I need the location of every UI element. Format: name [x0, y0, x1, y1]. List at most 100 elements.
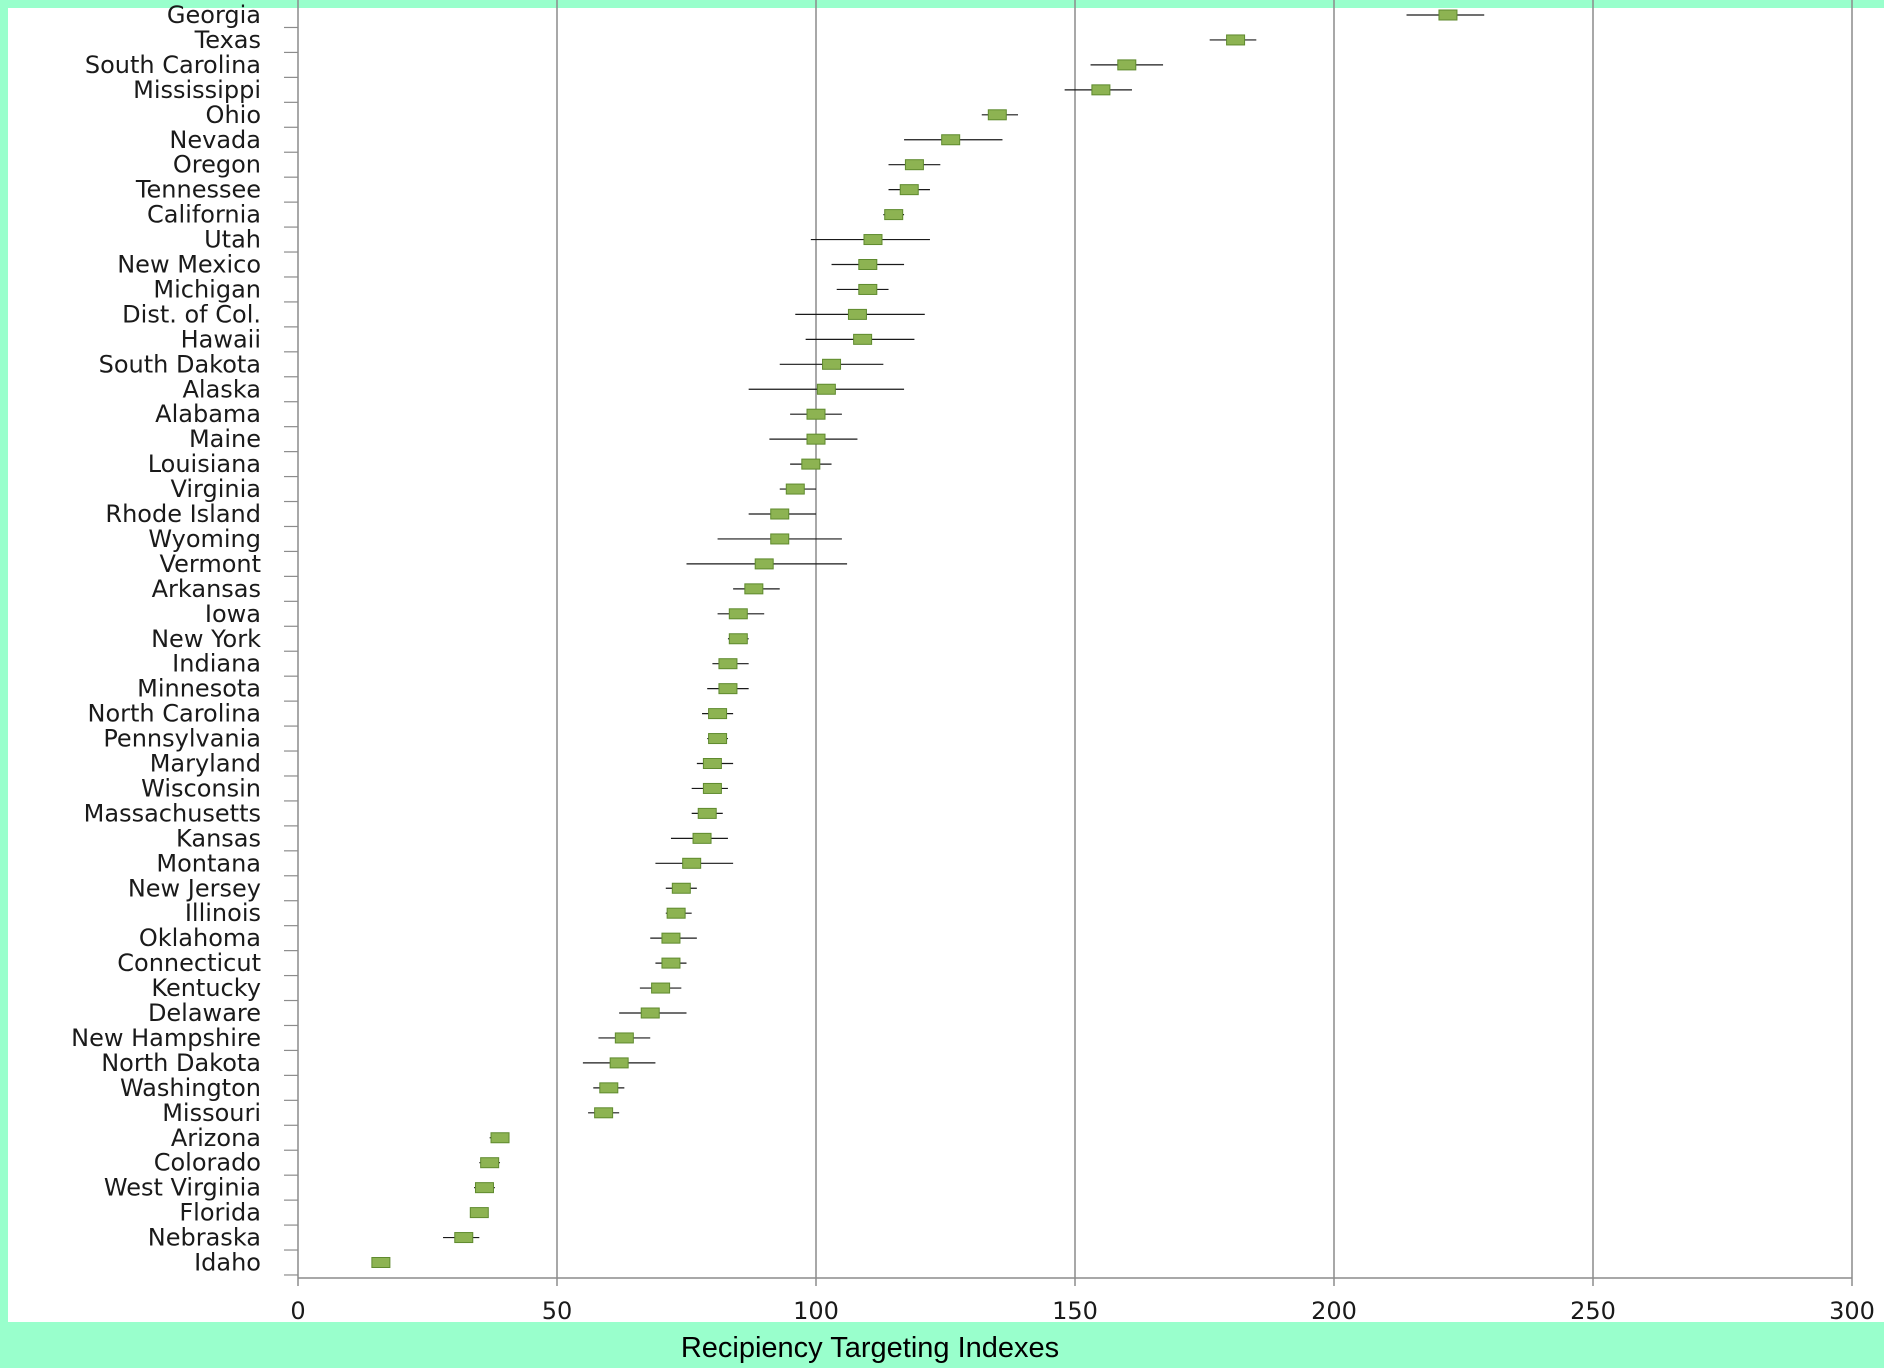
data-point — [728, 633, 748, 645]
data-point — [899, 184, 919, 196]
category-label: Texas — [194, 26, 261, 54]
data-point — [987, 109, 1007, 121]
category-label: Oklahoma — [139, 924, 261, 952]
data-point — [599, 1082, 619, 1094]
category-label: Mississippi — [133, 76, 261, 104]
grid-lines — [556, 0, 1853, 1278]
x-tick-label: 100 — [793, 1297, 839, 1325]
data-point — [692, 832, 712, 844]
category-label: North Dakota — [101, 1049, 261, 1077]
data-point — [770, 533, 790, 545]
category-label: Massachusetts — [84, 799, 261, 827]
category-label: South Carolina — [85, 51, 261, 79]
data-point — [1091, 84, 1111, 96]
x-tick-label: 150 — [1052, 1297, 1098, 1325]
data-point — [661, 957, 681, 969]
axes — [284, 0, 1853, 1286]
x-tick-label: 50 — [542, 1297, 573, 1325]
x-tick-labels: 0 50 100 150 200 250 300 — [290, 1297, 1875, 1325]
data-point — [884, 209, 904, 221]
x-axis-label: Recipiency Targeting Indexes — [680, 1332, 1060, 1364]
category-label: Illinois — [185, 899, 261, 927]
category-label: Michigan — [153, 275, 261, 303]
data-point — [904, 159, 924, 171]
category-label: Nevada — [169, 126, 261, 154]
data-point — [708, 708, 728, 720]
category-label: Virginia — [171, 475, 262, 503]
data-point — [609, 1057, 629, 1069]
category-label: Tennessee — [135, 176, 261, 204]
category-label: New York — [151, 625, 261, 653]
x-tick-label: 200 — [1311, 1297, 1357, 1325]
data-point — [469, 1207, 489, 1219]
category-label: Connecticut — [117, 949, 261, 977]
x-tick-label: 300 — [1829, 1297, 1875, 1325]
data-point — [853, 333, 873, 345]
data-point — [651, 982, 671, 994]
category-label: Florida — [179, 1199, 261, 1227]
data-point — [801, 458, 821, 470]
category-label: Wyoming — [148, 525, 261, 553]
error-bars — [375, 14, 1485, 1264]
category-label: Rhode Island — [105, 500, 261, 528]
data-point — [718, 683, 738, 695]
category-label: Idaho — [194, 1249, 261, 1277]
category-label: Delaware — [148, 999, 261, 1027]
category-label: North Carolina — [88, 700, 262, 728]
category-label: New Jersey — [128, 874, 261, 902]
category-label: Nebraska — [148, 1224, 261, 1252]
category-label: Arizona — [171, 1124, 261, 1152]
data-point — [697, 807, 717, 819]
category-label: Missouri — [162, 1099, 261, 1127]
category-label: Indiana — [172, 650, 261, 678]
category-label: Arkansas — [152, 575, 261, 603]
category-label: New Hampshire — [71, 1024, 261, 1052]
category-label: Alaska — [183, 375, 261, 403]
data-point — [744, 583, 764, 595]
data-point — [474, 1182, 494, 1194]
data-point — [822, 358, 842, 370]
data-point — [1438, 9, 1458, 21]
data-point — [718, 658, 738, 670]
data-point — [702, 782, 722, 794]
data-point — [1226, 34, 1246, 46]
data-point — [847, 308, 867, 320]
data-point — [640, 1007, 660, 1019]
x-tick-label: 250 — [1570, 1297, 1616, 1325]
category-label: Montana — [156, 849, 261, 877]
category-label: Hawaii — [181, 325, 261, 353]
data-point — [806, 408, 826, 420]
data-point — [490, 1132, 510, 1144]
data-point — [702, 758, 722, 769]
category-label: Utah — [204, 226, 261, 254]
data-point — [480, 1157, 500, 1169]
data-point — [594, 1107, 614, 1119]
category-label: Colorado — [154, 1149, 261, 1177]
category-label: West Virginia — [104, 1174, 261, 1202]
category-label: California — [147, 201, 261, 229]
data-point — [454, 1232, 474, 1244]
category-label: Minnesota — [137, 675, 261, 703]
data-point — [770, 508, 790, 520]
category-label: South Dakota — [99, 350, 261, 378]
data-point — [671, 882, 691, 894]
data-point — [816, 383, 836, 395]
data-point — [806, 433, 826, 445]
data-point — [728, 608, 748, 620]
category-label: Iowa — [205, 600, 261, 628]
category-label: Louisiana — [148, 450, 261, 478]
category-label: Oregon — [173, 151, 261, 179]
category-label: Dist. of Col. — [122, 300, 261, 328]
category-label: Wisconsin — [141, 774, 261, 802]
category-label: Vermont — [160, 550, 261, 578]
plot-panel — [8, 8, 1884, 1322]
category-label: Maine — [189, 425, 261, 453]
category-label: Pennsylvania — [103, 725, 261, 753]
data-point — [941, 134, 961, 146]
data-point — [1117, 59, 1137, 71]
data-point — [666, 907, 686, 919]
category-label: Georgia — [167, 1, 261, 29]
data-point — [661, 932, 681, 944]
category-label: New Mexico — [117, 251, 261, 279]
data-point — [614, 1032, 634, 1044]
